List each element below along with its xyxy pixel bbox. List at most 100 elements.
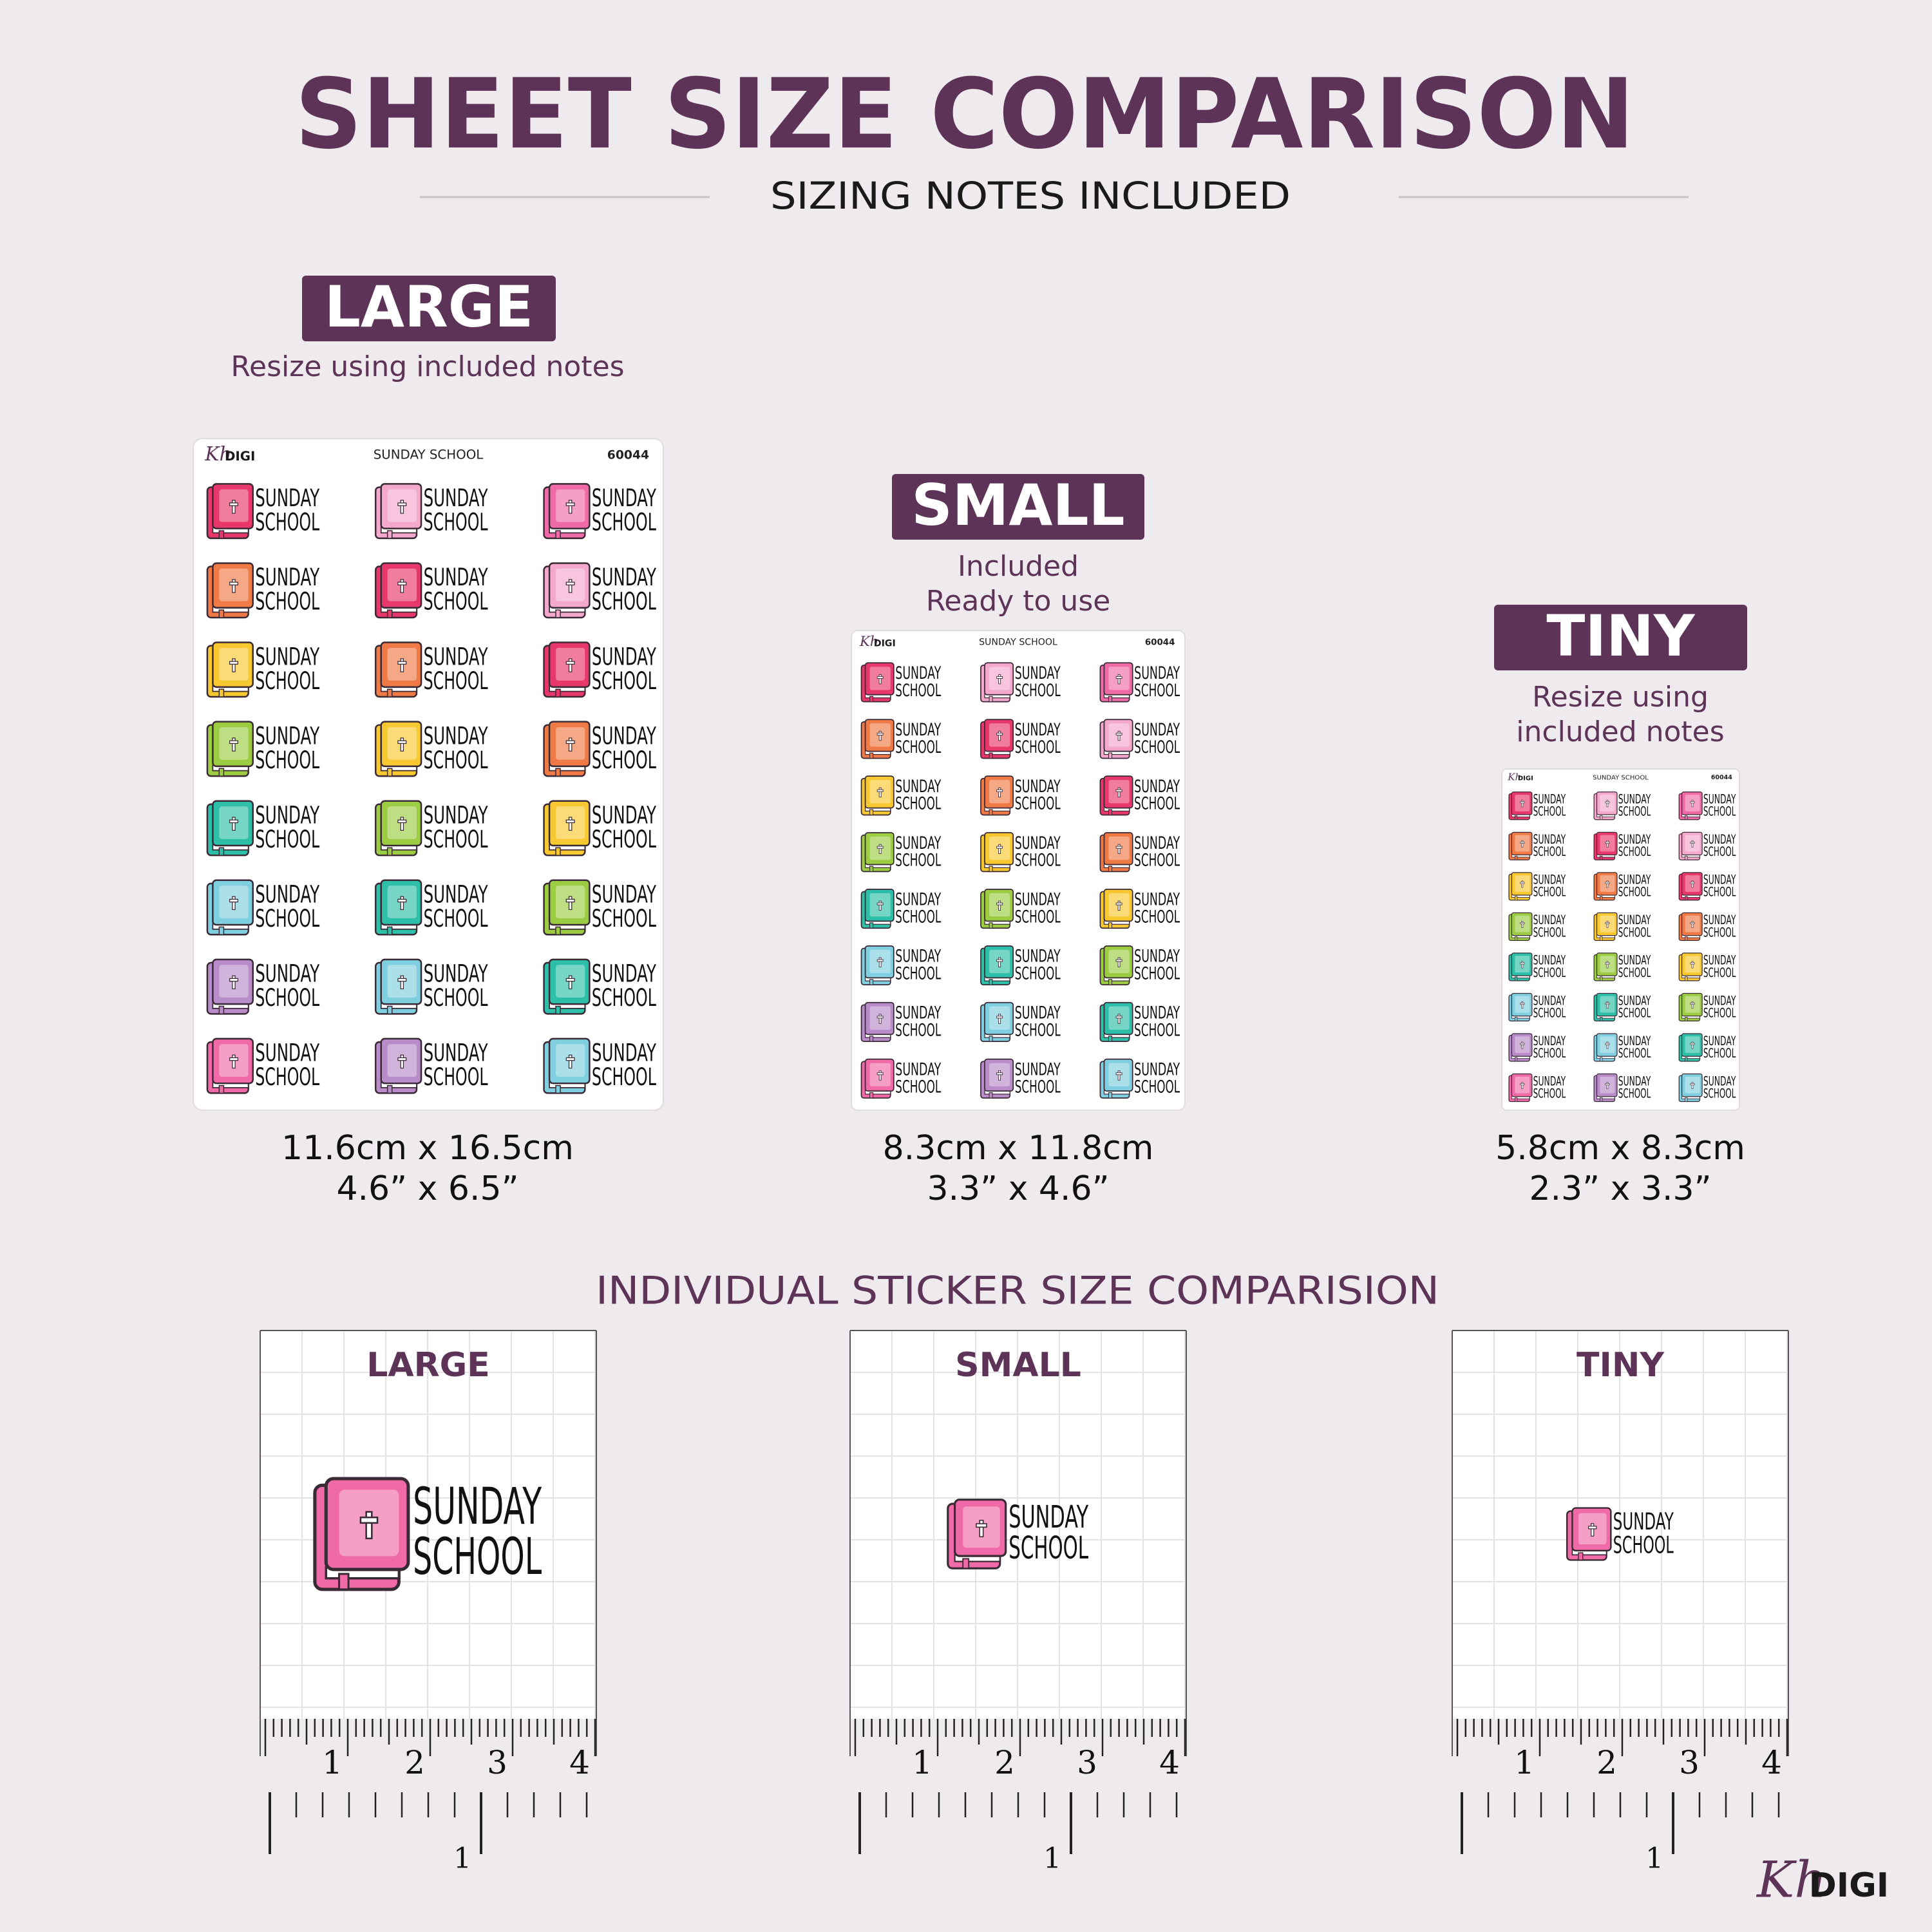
sticker-line1: SUNDAY <box>1703 793 1736 807</box>
sticker-line2: SCHOOL <box>895 681 941 701</box>
size-label: SMALL <box>911 472 1124 538</box>
cross-v <box>1691 880 1694 888</box>
sticker-line2: SCHOOL <box>1703 845 1736 859</box>
cross-h <box>996 959 1003 962</box>
sticker-line2: SCHOOL <box>1134 851 1180 871</box>
bookmark <box>962 1558 970 1569</box>
ruler-label: 1 <box>322 1744 343 1781</box>
cross-h <box>1605 882 1610 884</box>
logo-digi: DIGI <box>1518 775 1533 782</box>
sticker-line2: SCHOOL <box>1613 1531 1674 1559</box>
bookmark <box>555 530 561 539</box>
cross-h <box>565 502 575 506</box>
sticker-line1: SUNDAY <box>424 484 488 512</box>
sticker-line2: SCHOOL <box>1134 681 1180 701</box>
sticker-line2: SCHOOL <box>592 1063 656 1091</box>
cross-v <box>1606 1041 1609 1049</box>
sticker-line1: SUNDAY <box>1618 1034 1651 1048</box>
sticker-line1: SUNDAY <box>1015 833 1061 853</box>
sticker-line1: SUNDAY <box>592 563 656 591</box>
ruler-label: 4 <box>1761 1744 1782 1781</box>
cross-v <box>1691 1041 1694 1049</box>
bookmark <box>218 688 225 697</box>
cross-v <box>878 957 882 967</box>
bookmark <box>1515 976 1518 981</box>
sticker-line2: SCHOOL <box>1533 966 1566 980</box>
sticker-line2: SCHOOL <box>1134 1020 1180 1040</box>
cross-h <box>229 502 238 506</box>
cross-h <box>397 819 407 824</box>
size-note: Ready to use <box>926 585 1111 618</box>
ruler-inch-label: 1 <box>453 1842 471 1875</box>
card-label: SMALL <box>955 1346 1081 1385</box>
bookmark <box>989 979 993 985</box>
cross-h <box>229 819 238 824</box>
cross-h <box>1605 842 1610 844</box>
sticker-line1: SUNDAY <box>592 1039 656 1067</box>
cross-v <box>568 737 573 752</box>
sticker-line1: SUNDAY <box>255 484 319 512</box>
logo-digi: DIGI <box>874 638 896 649</box>
sticker-line2: SCHOOL <box>1015 907 1061 927</box>
ruler-label: 1 <box>912 1744 933 1781</box>
sticker-line2: SCHOOL <box>1134 1077 1180 1097</box>
sticker-line1: SUNDAY <box>424 960 488 988</box>
sticker-line2: SCHOOL <box>1015 681 1061 701</box>
sticker-line1: SUNDAY <box>1618 954 1651 968</box>
cross-v <box>568 1054 573 1069</box>
sticker-line2: SCHOOL <box>1533 886 1566 900</box>
cross-h <box>1588 1526 1597 1530</box>
sticker-line1: SUNDAY <box>1618 873 1651 887</box>
cross-v <box>400 579 404 593</box>
cross-h <box>229 898 238 903</box>
cross-v <box>878 1070 882 1081</box>
cross-v <box>1606 1082 1609 1090</box>
sticker-line2: SCHOOL <box>255 508 319 536</box>
ruler-label: 2 <box>404 1744 425 1781</box>
cross-v <box>1521 1041 1524 1049</box>
cross-h <box>1115 1072 1122 1075</box>
sticker-line2: SCHOOL <box>1533 925 1566 940</box>
cross-h <box>996 789 1003 792</box>
cross-h <box>1690 962 1695 965</box>
bookmark <box>1600 936 1603 941</box>
bookmark <box>1515 1097 1518 1102</box>
cross-h <box>876 676 884 679</box>
ruler-label: 3 <box>487 1744 507 1781</box>
cross-v <box>1691 1082 1694 1090</box>
cross-v <box>568 896 573 911</box>
cross-v <box>998 1014 1001 1024</box>
comparison-title: INDIVIDUAL STICKER SIZE COMPARISION <box>596 1269 1439 1314</box>
bookmark <box>386 609 393 618</box>
size-note: Resize using included notes <box>231 350 624 383</box>
cross-v <box>1117 900 1121 911</box>
size-metric: 11.6cm x 16.5cm <box>281 1129 574 1168</box>
cross-v <box>998 787 1001 798</box>
sticker-line1: SUNDAY <box>1015 890 1061 910</box>
sticker-line2: SCHOOL <box>1015 1020 1061 1040</box>
cross-h <box>397 582 407 585</box>
cross-h <box>565 978 575 982</box>
bookmark <box>218 609 225 618</box>
sticker-line1: SUNDAY <box>592 960 656 988</box>
cross-h <box>1115 1016 1122 1019</box>
sticker-line2: SCHOOL <box>1703 805 1736 819</box>
sticker-line1: SUNDAY <box>255 1039 319 1067</box>
cross-h <box>876 732 884 735</box>
sticker-line1: SUNDAY <box>1134 777 1180 797</box>
cross-v <box>1521 840 1524 848</box>
cross-v <box>1117 787 1121 798</box>
sticker-line2: SCHOOL <box>255 983 319 1012</box>
sticker-line2: SCHOOL <box>895 851 941 871</box>
bookmark <box>989 752 993 759</box>
cross-h <box>876 789 884 792</box>
bookmark <box>218 1084 225 1094</box>
sticker-line1: SUNDAY <box>1015 1059 1061 1079</box>
sticker-line1: SUNDAY <box>1613 1508 1674 1535</box>
bookmark <box>989 1036 993 1042</box>
cross-h <box>996 902 1003 905</box>
